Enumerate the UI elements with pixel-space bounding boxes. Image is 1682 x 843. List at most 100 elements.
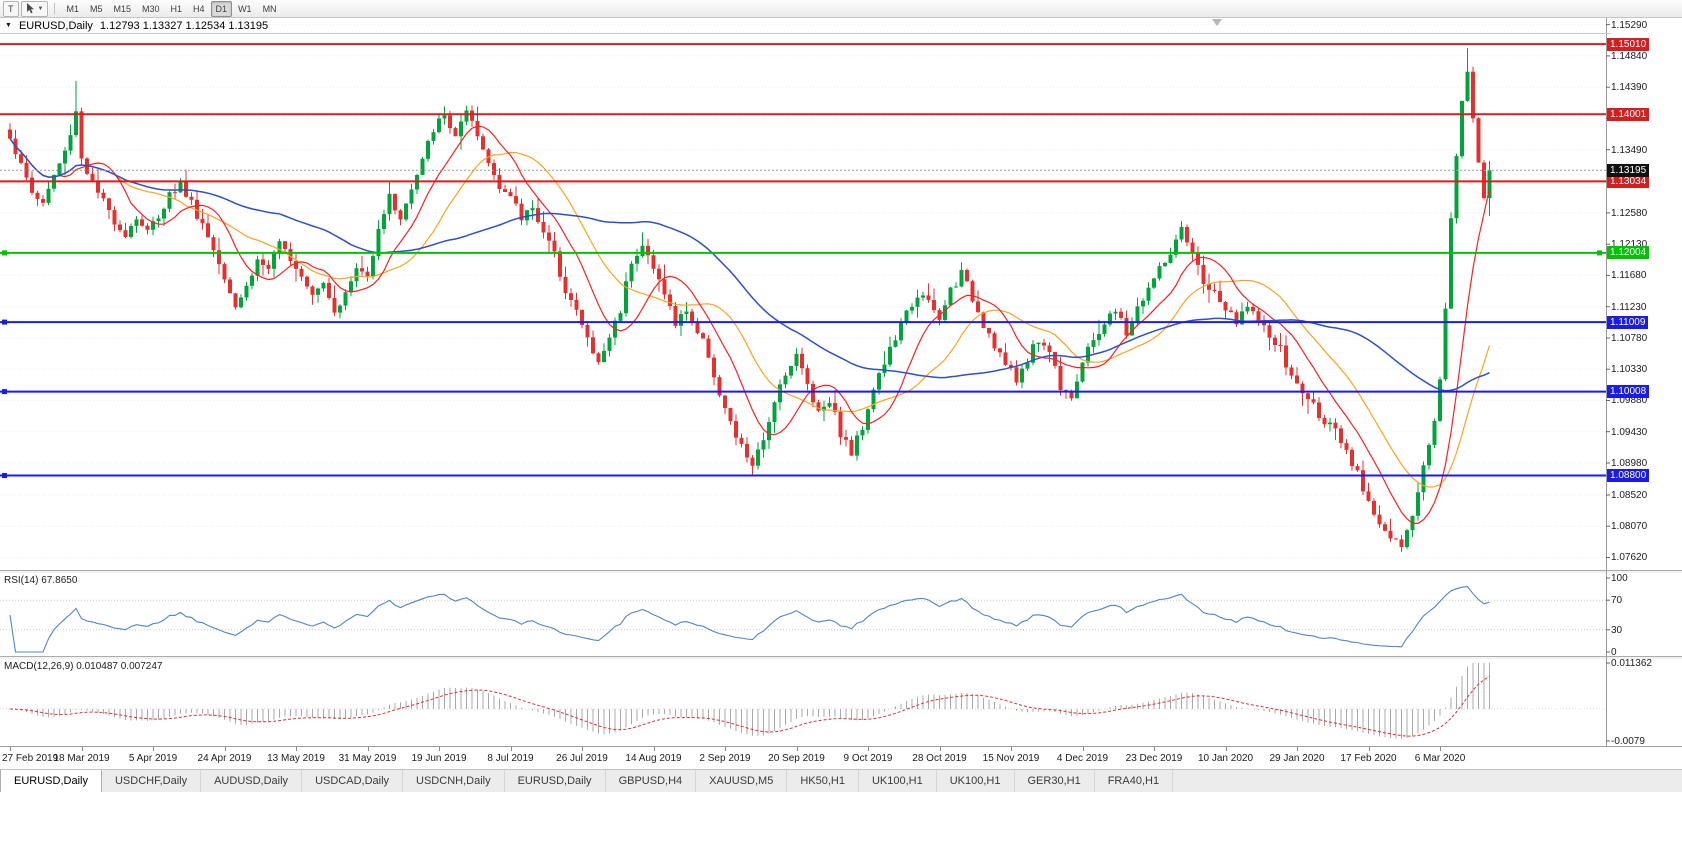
hline-price-badge: 1.14001 bbox=[1607, 108, 1650, 121]
timeframe-h1-button[interactable]: H1 bbox=[170, 3, 183, 14]
hline-price-badge: 1.08800 bbox=[1607, 469, 1650, 482]
date-axis-label: 29 Jan 2020 bbox=[1269, 753, 1325, 764]
date-axis-tick-mark bbox=[653, 747, 655, 751]
chart-ohlc-values: 1.12793 1.13327 1.12534 1.13195 bbox=[99, 19, 269, 32]
date-axis-label: 9 Oct 2019 bbox=[843, 753, 893, 764]
date-axis-label: 20 Sep 2019 bbox=[768, 753, 825, 764]
macd-indicator-label: MACD(12,26,9) 0.010487 0.007247 bbox=[4, 661, 163, 672]
chart-toolbar: T ▼ M1 M5 M15 M30 H1 H4 D1 W1 MN bbox=[0, 0, 1682, 18]
date-axis-tick-mark bbox=[439, 747, 440, 751]
timeframe-m1-button[interactable]: M1 bbox=[66, 3, 79, 14]
date-axis-label: 18 Mar 2019 bbox=[53, 753, 110, 764]
date-axis-label: 26 Jul 2019 bbox=[556, 753, 608, 764]
price-axis-tick: 1.12130 bbox=[1611, 239, 1648, 250]
date-axis-tick-mark bbox=[1225, 747, 1227, 751]
timeframe-h4-button[interactable]: H4 bbox=[193, 3, 205, 14]
date-axis-tick-mark bbox=[796, 747, 798, 751]
rsi-axis-tick: 0 bbox=[1611, 647, 1617, 658]
date-axis-label: 4 Dec 2019 bbox=[1056, 753, 1109, 764]
chart-tab-ger30-h1[interactable]: GER30,H1 bbox=[1015, 770, 1095, 792]
price-axis-tick: 1.09880 bbox=[1611, 395, 1648, 406]
chart-tab-usdcad-daily[interactable]: USDCAD,Daily bbox=[302, 770, 404, 792]
chart-tab-uk100-h1[interactable]: UK100,H1 bbox=[937, 770, 1015, 792]
price-axis-tick: 1.08520 bbox=[1611, 490, 1648, 501]
macd-signal-line bbox=[9, 675, 1490, 737]
date-axis-label: 31 May 2019 bbox=[338, 753, 397, 764]
dropdown-caret-icon: ▼ bbox=[37, 5, 44, 12]
hline-price-badge: 1.13034 bbox=[1607, 175, 1650, 188]
date-axis-tick-mark bbox=[1368, 747, 1370, 751]
date-axis-tick-mark bbox=[868, 747, 869, 751]
moving-averages-layer bbox=[9, 125, 1491, 525]
timeframe-m5-button[interactable]: M5 bbox=[89, 3, 103, 14]
chart-tab-bar: EURUSD,Daily USDCHF,Daily AUDUSD,Daily USDC… bbox=[0, 769, 1682, 792]
cursor-tool-button[interactable]: ▼ bbox=[20, 0, 49, 17]
date-axis-label: 17 Feb 2020 bbox=[1340, 753, 1397, 764]
chart-tab-eurusd-daily[interactable]: EURUSD,Daily bbox=[505, 770, 606, 792]
timeframe-w1-button[interactable]: W1 bbox=[238, 3, 252, 14]
hline-price-badge: 1.15010 bbox=[1607, 38, 1650, 51]
panel-separators[interactable] bbox=[0, 570, 1682, 659]
hline-price-badge: 1.11009 bbox=[1607, 316, 1649, 329]
chart-tab-fra40-h1[interactable]: FRA40,H1 bbox=[1095, 770, 1174, 792]
date-axis-label: 19 Jun 2019 bbox=[411, 753, 467, 764]
chart-tab-xauusd-m5[interactable]: XAUUSD,M5 bbox=[696, 770, 788, 792]
chart-shift-marker[interactable] bbox=[1212, 19, 1222, 26]
date-axis-label: 14 Aug 2019 bbox=[625, 753, 682, 764]
date-axis-tick-mark bbox=[81, 747, 83, 751]
price-axis-border bbox=[1606, 17, 1610, 746]
price-axis-tick: 1.11230 bbox=[1611, 302, 1647, 313]
price-axis-tick: 1.10330 bbox=[1611, 364, 1648, 375]
current-price-badge: 1.13195 bbox=[1607, 164, 1650, 177]
macd-axis-tick: 0.011362 bbox=[1611, 658, 1652, 669]
price-axis-tick: 1.10780 bbox=[1611, 333, 1648, 344]
date-axis-tick-mark bbox=[1440, 747, 1441, 751]
price-axis-tick: 1.14390 bbox=[1611, 82, 1648, 93]
date-axis-tick-mark bbox=[1011, 747, 1012, 751]
hline-price-badge: 1.12004 bbox=[1607, 246, 1650, 259]
date-axis-tick-mark bbox=[582, 747, 583, 751]
date-axis-label: 5 Apr 2019 bbox=[128, 753, 178, 764]
price-axis-tick: 1.11680 bbox=[1611, 270, 1647, 281]
date-axis-label: 15 Nov 2019 bbox=[982, 753, 1040, 764]
chart-tab-audusd-daily[interactable]: AUDUSD,Daily bbox=[201, 770, 303, 792]
timeframe-mn-button[interactable]: MN bbox=[262, 3, 277, 14]
date-axis-tick-mark bbox=[367, 747, 369, 751]
date-axis-label: 24 Apr 2019 bbox=[197, 753, 252, 764]
cursor-icon bbox=[26, 3, 34, 14]
price-axis-tick: 1.13490 bbox=[1611, 145, 1648, 156]
hline-price-badge: 1.10008 bbox=[1607, 385, 1650, 398]
timeframe-m15-button[interactable]: M15 bbox=[113, 3, 131, 14]
date-axis-tick-mark bbox=[725, 747, 726, 751]
macd-histogram bbox=[15, 663, 1490, 739]
price-axis-tick: 1.09430 bbox=[1611, 427, 1648, 438]
rsi-axis-tick: 100 bbox=[1611, 573, 1628, 584]
date-axis-tick-mark bbox=[224, 747, 226, 751]
date-axis-label: 10 Jan 2020 bbox=[1197, 753, 1254, 764]
date-axis-tick-mark bbox=[1297, 747, 1298, 751]
chart-title-strip: ▼ EURUSD,Daily 1.12793 1.13327 1.12534 1… bbox=[0, 18, 1611, 34]
date-axis-tick-mark bbox=[296, 747, 297, 751]
price-axis-tick: 1.14840 bbox=[1611, 51, 1648, 62]
candles-layer bbox=[8, 48, 1492, 552]
timeframe-m30-button[interactable]: M30 bbox=[142, 3, 160, 14]
chart-tab-usdcnh-daily[interactable]: USDCNH,Daily bbox=[403, 770, 505, 792]
date-axis[interactable]: 27 Feb 2019 18 Mar 2019 5 Apr 2019 24 Apr 2… bbox=[0, 746, 1682, 770]
chart-dropdown-arrow-icon[interactable]: ▼ bbox=[5, 22, 12, 29]
horizontal-lines-layer[interactable] bbox=[0, 43, 1606, 478]
chart-tab-usdchf-daily[interactable]: USDCHF,Daily bbox=[102, 770, 202, 792]
price-chart-canvas[interactable] bbox=[0, 0, 1682, 746]
chart-tab-eurusd-daily[interactable]: EURUSD,Daily bbox=[0, 770, 102, 792]
chart-tab-uk100-h1[interactable]: UK100,H1 bbox=[859, 770, 937, 792]
chart-symbol-title: EURUSD,Daily bbox=[18, 19, 93, 32]
date-axis-label: 2 Sep 2019 bbox=[699, 753, 751, 764]
date-axis-label: 23 Dec 2019 bbox=[1125, 753, 1183, 764]
chart-tab-gbpusd-h4[interactable]: GBPUSD,H4 bbox=[606, 770, 697, 792]
rsi-line bbox=[9, 586, 1490, 653]
rsi-axis-tick: 70 bbox=[1611, 595, 1623, 606]
timeframe-d1-button[interactable]: D1 bbox=[210, 0, 233, 17]
date-axis-tick-mark bbox=[939, 747, 941, 751]
chart-window-button[interactable]: T bbox=[3, 0, 19, 17]
chart-tab-hk50-h1[interactable]: HK50,H1 bbox=[787, 770, 859, 792]
